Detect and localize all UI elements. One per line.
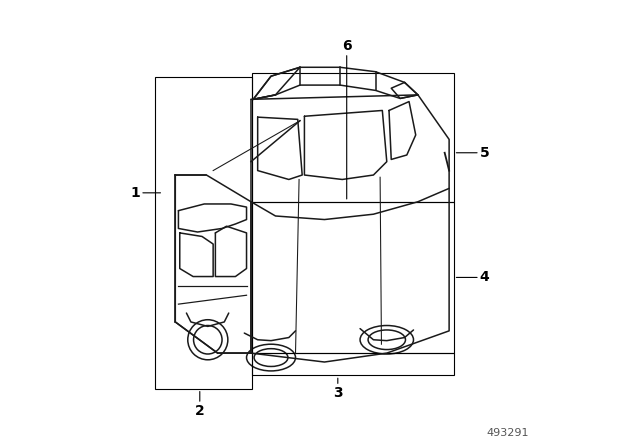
Text: 5: 5 (456, 146, 490, 160)
Text: 2: 2 (195, 392, 205, 418)
Bar (252, 353, 454, 375)
Text: 6: 6 (342, 39, 351, 199)
Bar (252, 73, 454, 202)
Text: 493291: 493291 (487, 428, 529, 438)
Text: 3: 3 (333, 378, 342, 400)
Text: 4: 4 (456, 271, 490, 284)
Text: 1: 1 (131, 186, 161, 200)
Bar (252, 202, 454, 353)
Bar (156, 77, 252, 389)
